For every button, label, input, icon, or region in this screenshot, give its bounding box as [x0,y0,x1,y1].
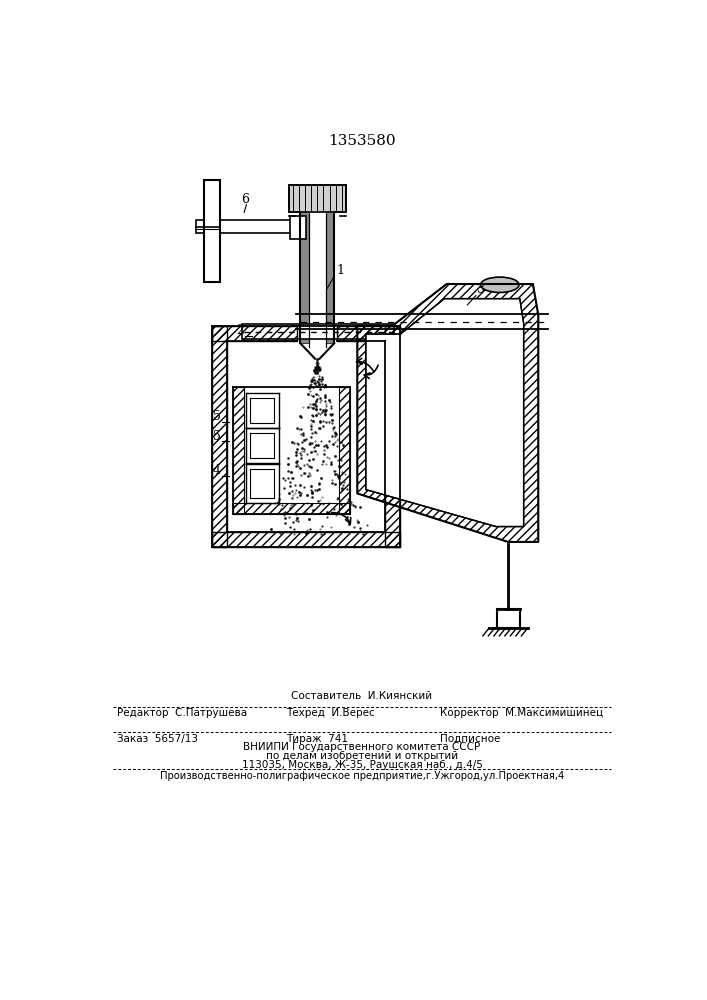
Bar [385,326,400,547]
Text: Производственно-полиграфическое предприятие,г.Ужгород,ул.Проектная,4: Производственно-полиграфическое предприя… [160,771,564,781]
Bar [242,324,395,339]
Text: 3: 3 [477,283,485,296]
Text: 1: 1 [337,264,344,277]
Text: 113035, Москва, Ж-35, Раушская наб., д.4/5: 113035, Москва, Ж-35, Раушская наб., д.4… [242,760,482,770]
Bar [288,185,346,212]
Text: Техред  И.Верес: Техред И.Верес [286,708,375,718]
Text: Заказ  5657/13: Заказ 5657/13 [117,734,198,744]
Bar [326,212,334,343]
Bar [233,503,350,514]
Text: Тираж  741: Тираж 741 [286,734,349,744]
Bar [212,326,296,341]
Text: Подписное: Подписное [440,734,501,744]
Text: 6: 6 [241,193,249,206]
Text: 2: 2 [236,324,244,337]
Bar [212,326,227,547]
Bar [337,326,400,341]
Text: по делам изобретений и открытий: по делам изобретений и открытий [266,751,458,761]
Text: ВНИИПИ Государственного комитета СССР: ВНИИПИ Государственного комитета СССР [243,742,481,752]
Polygon shape [366,299,524,527]
Text: 4: 4 [213,464,221,477]
Text: 5: 5 [214,430,221,443]
Bar [233,387,244,514]
Bar [300,212,309,343]
Ellipse shape [481,277,519,292]
Text: Корректор  М.Максимишинец: Корректор М.Максимишинец [440,708,604,718]
Bar [291,216,305,239]
Bar [497,609,520,628]
Text: Составитель  И.Киянский: Составитель И.Киянский [291,691,433,701]
Bar [197,220,300,233]
Text: Редактор  С.Патрушева: Редактор С.Патрушева [117,708,247,718]
Text: 1353580: 1353580 [328,134,396,148]
Bar [339,387,350,514]
Text: 5: 5 [214,410,221,423]
Bar [204,180,219,282]
Bar [212,532,400,547]
